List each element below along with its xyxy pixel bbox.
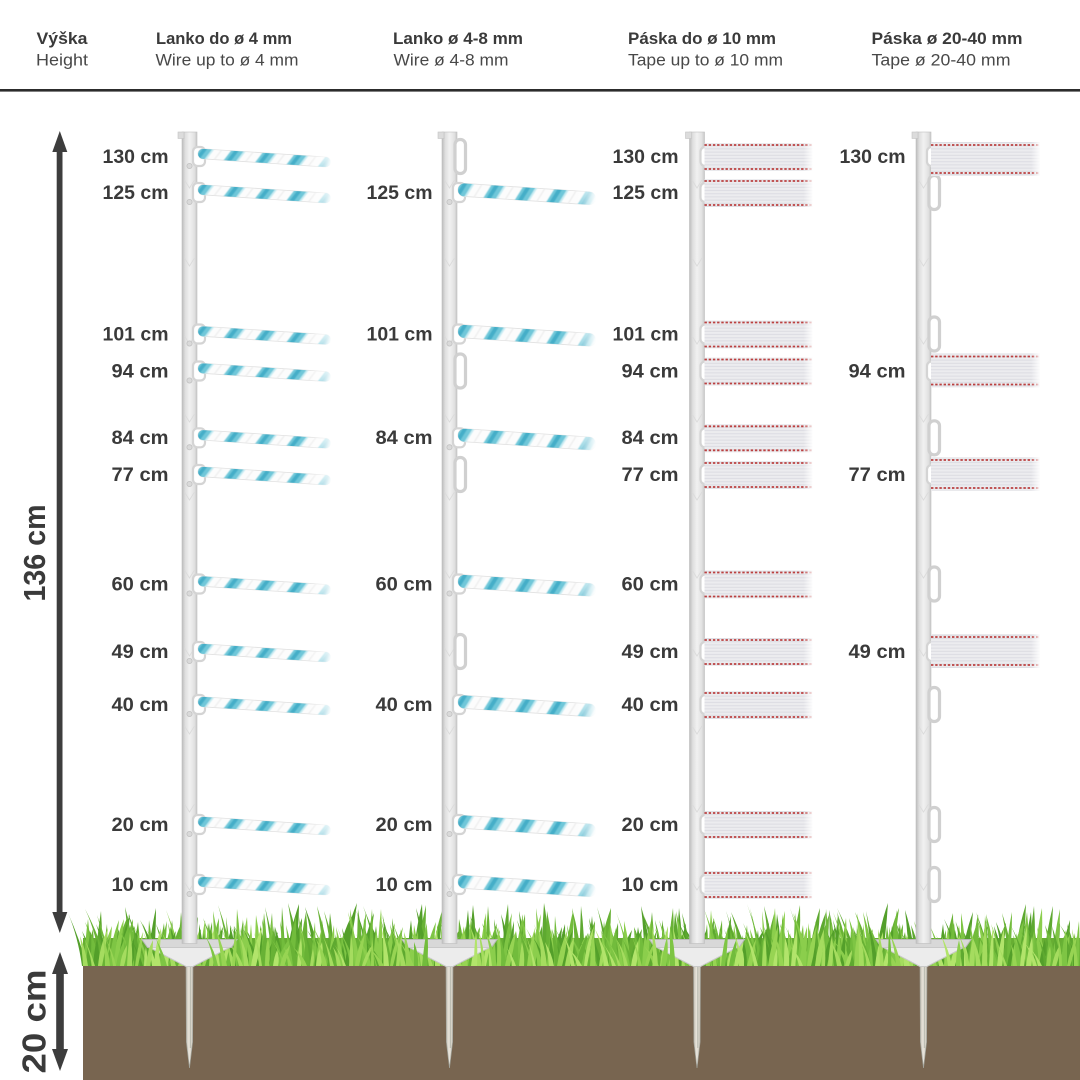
svg-text:40 cm: 40 cm bbox=[622, 695, 679, 716]
svg-text:94 cm: 94 cm bbox=[849, 361, 906, 382]
svg-text:77 cm: 77 cm bbox=[849, 465, 906, 486]
svg-text:Páska do ø 10 mm: Páska do ø 10 mm bbox=[628, 29, 776, 48]
svg-text:10 cm: 10 cm bbox=[112, 875, 169, 896]
svg-text:84 cm: 84 cm bbox=[112, 428, 169, 449]
svg-text:40 cm: 40 cm bbox=[112, 695, 169, 716]
svg-text:136 cm: 136 cm bbox=[17, 505, 52, 602]
svg-text:101 cm: 101 cm bbox=[367, 324, 433, 345]
svg-text:94 cm: 94 cm bbox=[622, 361, 679, 382]
svg-text:10 cm: 10 cm bbox=[622, 875, 679, 896]
svg-text:Lanko do ø 4 mm: Lanko do ø 4 mm bbox=[156, 29, 292, 48]
svg-text:125 cm: 125 cm bbox=[613, 183, 679, 204]
svg-text:49 cm: 49 cm bbox=[849, 642, 906, 663]
svg-text:77 cm: 77 cm bbox=[112, 465, 169, 486]
svg-text:Páska ø 20-40 mm: Páska ø 20-40 mm bbox=[872, 29, 1023, 48]
svg-text:101 cm: 101 cm bbox=[613, 324, 679, 345]
svg-text:60 cm: 60 cm bbox=[622, 574, 679, 595]
svg-text:77 cm: 77 cm bbox=[622, 465, 679, 486]
svg-text:20 cm: 20 cm bbox=[622, 815, 679, 836]
svg-text:84 cm: 84 cm bbox=[376, 428, 433, 449]
svg-text:60 cm: 60 cm bbox=[112, 574, 169, 595]
svg-text:Tape ø 20-40 mm: Tape ø 20-40 mm bbox=[872, 51, 1011, 70]
svg-text:130 cm: 130 cm bbox=[840, 147, 906, 168]
svg-text:101 cm: 101 cm bbox=[103, 324, 169, 345]
svg-text:49 cm: 49 cm bbox=[112, 642, 169, 663]
svg-text:Tape up to ø 10 mm: Tape up to ø 10 mm bbox=[628, 51, 783, 70]
svg-text:40 cm: 40 cm bbox=[376, 695, 433, 716]
svg-text:20 cm: 20 cm bbox=[16, 970, 53, 1074]
svg-text:20 cm: 20 cm bbox=[376, 815, 433, 836]
svg-text:60 cm: 60 cm bbox=[376, 574, 433, 595]
svg-text:130 cm: 130 cm bbox=[613, 147, 679, 168]
svg-text:125 cm: 125 cm bbox=[103, 183, 169, 204]
svg-text:10 cm: 10 cm bbox=[376, 875, 433, 896]
svg-text:Lanko ø 4-8 mm: Lanko ø 4-8 mm bbox=[393, 29, 523, 48]
svg-text:Výška: Výška bbox=[37, 29, 89, 48]
svg-text:125 cm: 125 cm bbox=[367, 183, 433, 204]
svg-text:84 cm: 84 cm bbox=[622, 428, 679, 449]
svg-text:Wire ø 4-8 mm: Wire ø 4-8 mm bbox=[394, 51, 509, 70]
svg-text:94 cm: 94 cm bbox=[112, 361, 169, 382]
svg-text:49 cm: 49 cm bbox=[622, 642, 679, 663]
svg-text:20 cm: 20 cm bbox=[112, 815, 169, 836]
svg-text:Wire up to ø 4 mm: Wire up to ø 4 mm bbox=[156, 51, 299, 70]
svg-text:130 cm: 130 cm bbox=[103, 147, 169, 168]
svg-text:Height: Height bbox=[36, 51, 88, 70]
